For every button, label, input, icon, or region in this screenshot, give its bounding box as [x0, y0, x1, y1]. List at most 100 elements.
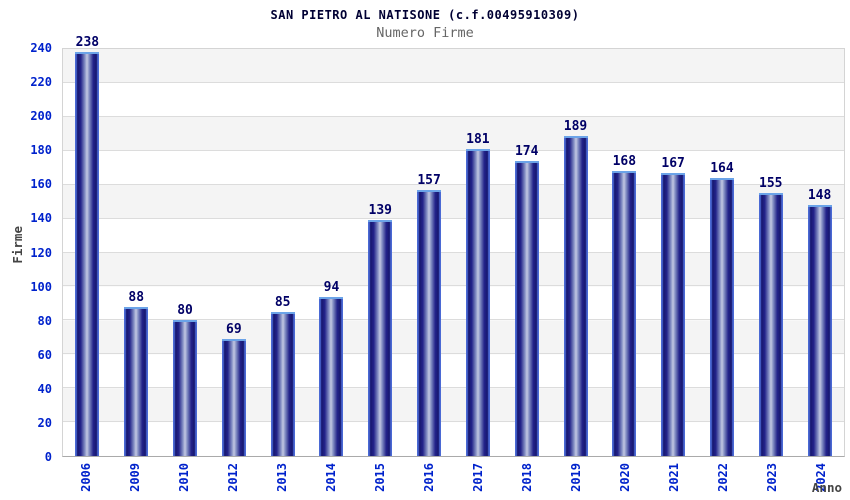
x-tick-label: 2006 [79, 463, 94, 492]
bar-slot: 148 [795, 49, 844, 456]
x-tick-label: 2012 [226, 463, 241, 492]
x-slot: 2016 [405, 459, 454, 500]
bar-slot: 174 [502, 49, 551, 456]
bar-2023 [758, 193, 783, 456]
bar-2021 [661, 172, 686, 456]
y-tick-label: 200 [30, 109, 52, 124]
bar-value-label: 85 [274, 294, 291, 310]
x-slot: 2017 [454, 459, 503, 500]
bar-2012 [221, 339, 246, 456]
y-tick-label: 100 [30, 279, 52, 294]
bar-2016 [417, 189, 442, 456]
gridline [63, 387, 844, 389]
x-tick-label: 2023 [764, 463, 779, 492]
chart-title: SAN PIETRO AL NATISONE (c.f.00495910309) [270, 8, 580, 22]
gridline [63, 421, 844, 423]
gridline [63, 183, 844, 185]
x-slot: 2009 [111, 459, 160, 500]
bar-value-label: 238 [75, 35, 100, 51]
bar-2017 [465, 149, 490, 456]
bar-slot: 155 [746, 49, 795, 456]
x-tick-label: 2010 [177, 463, 192, 492]
x-slot: 2014 [307, 459, 356, 500]
y-tick-label: 140 [30, 211, 52, 226]
bar-value-label: 69 [226, 322, 242, 337]
y-tick-label: 60 [37, 347, 52, 362]
x-tick-label: 2016 [422, 463, 437, 492]
x-slot: 2020 [600, 459, 649, 500]
x-tick-label: 2015 [373, 463, 388, 492]
x-slot: 2021 [649, 459, 698, 500]
bar-2019 [563, 135, 588, 456]
y-tick-label: 160 [30, 177, 52, 192]
x-tick-label: 2021 [666, 463, 681, 492]
gridline [63, 149, 844, 151]
x-tick-label: 2017 [470, 463, 485, 492]
bar-2020 [612, 171, 637, 456]
bar-2010 [173, 320, 198, 456]
bar-value-label: 155 [759, 176, 783, 192]
bar-2006 [75, 52, 100, 456]
x-tick-label: 2014 [324, 463, 339, 492]
y-tick-label: 220 [30, 75, 52, 90]
y-axis-labels: 0 20 40 60 80 100 120 140 160 180 200 220 240 [0, 41, 52, 464]
bar-value-label: 88 [128, 289, 145, 305]
x-slot: 2019 [551, 459, 600, 500]
x-tick-label: 2019 [568, 463, 583, 492]
bar-slot: 189 [551, 49, 600, 456]
bar-slot: 85 [258, 49, 307, 456]
gridline [63, 251, 844, 253]
x-tick-label: 2020 [617, 463, 632, 492]
y-tick-label: 40 [37, 381, 52, 396]
y-tick-label: 240 [30, 41, 52, 55]
bar-slot: 69 [209, 49, 258, 456]
gridline [63, 115, 844, 117]
bar-slot: 238 [63, 36, 112, 456]
bar-value-label: 189 [563, 118, 588, 134]
bar-value-label: 157 [417, 172, 441, 188]
x-slot: 2022 [698, 459, 747, 500]
x-axis-title: Anno [811, 480, 842, 495]
bar-2024 [807, 205, 832, 456]
x-slot: 2010 [160, 459, 209, 500]
bar-2014 [319, 296, 344, 456]
bar-slot: 88 [112, 49, 161, 456]
y-tick-label: 20 [37, 415, 52, 430]
x-tick-label: 2022 [715, 463, 730, 492]
bar-slot: 168 [600, 49, 649, 456]
x-tick-label: 2009 [128, 463, 143, 492]
y-tick-label: 0 [44, 450, 52, 464]
bar-value-label: 181 [466, 132, 490, 148]
gridline [63, 353, 844, 355]
gridline [63, 81, 844, 83]
x-slot: 2018 [502, 459, 551, 500]
bar-value-label: 167 [661, 155, 685, 171]
bar-value-label: 164 [710, 160, 734, 176]
bar-value-label: 148 [807, 188, 832, 204]
x-tick-label: 2013 [275, 463, 290, 492]
bar-value-label: 174 [514, 143, 539, 159]
bar-2009 [124, 306, 149, 456]
plot-area: 238 88 80 69 85 94 139 157 181 174 189 168 167 164 155… [62, 36, 845, 457]
y-tick-label: 180 [30, 143, 52, 158]
bar-slot: 167 [649, 49, 698, 456]
bar-value-label: 139 [368, 203, 393, 219]
bar-slot: 80 [161, 49, 210, 456]
bar-2013 [270, 311, 295, 456]
gridline [63, 319, 844, 321]
x-slot: 2012 [209, 459, 258, 500]
bar-value-label: 168 [612, 154, 637, 170]
x-axis-labels: 2006 2009 2010 2012 2013 2014 2015 2016 2017 2018… [62, 459, 845, 500]
bar-slot: 181 [454, 49, 503, 456]
bar-2015 [368, 220, 393, 456]
chart-subtitle: Numero Firme [376, 25, 474, 41]
y-tick-label: 120 [30, 245, 52, 260]
bar-slot: 139 [356, 49, 405, 456]
bars: 238 88 80 69 85 94 139 157 181 174 189 168 167 164 155… [63, 36, 844, 456]
x-slot: 2023 [747, 459, 796, 500]
x-tick-label: 2018 [519, 463, 534, 492]
bar-slot: 94 [307, 49, 356, 456]
gridline [63, 217, 844, 219]
y-tick-label: 80 [37, 313, 52, 328]
